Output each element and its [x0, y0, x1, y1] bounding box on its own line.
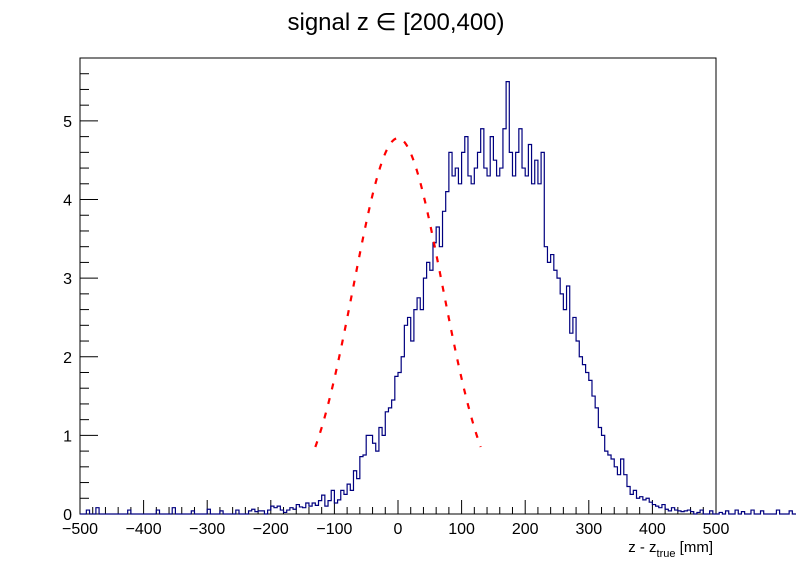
- x-axis: −500 −400 −300 −200 −100 0 100 200 300 400 500: [62, 500, 729, 538]
- x-tick-label: 200: [512, 521, 539, 538]
- x-tick-label: −100: [316, 521, 352, 538]
- y-tick-label: 4: [63, 193, 72, 210]
- y-tick-label: 1: [63, 428, 72, 445]
- series-histogram: [80, 80, 796, 515]
- chart-title: signal z ∈ [200,400): [287, 9, 504, 36]
- plot-frame: [79, 57, 717, 515]
- x-axis-title: z - ztrue [mm]: [628, 539, 713, 560]
- x-tick-label: 500: [703, 521, 730, 538]
- y-tick-label: 5: [63, 114, 72, 131]
- y-tick-label: 3: [63, 271, 72, 288]
- x-tick-label: −500: [62, 521, 98, 538]
- x-tick-label: 400: [639, 521, 666, 538]
- x-tick-label: 100: [448, 521, 475, 538]
- x-tick-label: 300: [575, 521, 602, 538]
- x-axis-title-subscript: true: [657, 548, 676, 560]
- histogram-outline: [80, 80, 796, 515]
- x-tick-label: −300: [189, 521, 225, 538]
- x-tick-label: 0: [394, 521, 403, 538]
- x-axis-title-main: z - z: [628, 539, 656, 556]
- x-tick-label: −400: [126, 521, 162, 538]
- x-axis-title-unit: [mm]: [676, 539, 714, 556]
- y-tick-label: 0: [63, 507, 72, 524]
- y-tick-label: 2: [63, 350, 72, 367]
- x-tick-label: −200: [253, 521, 289, 538]
